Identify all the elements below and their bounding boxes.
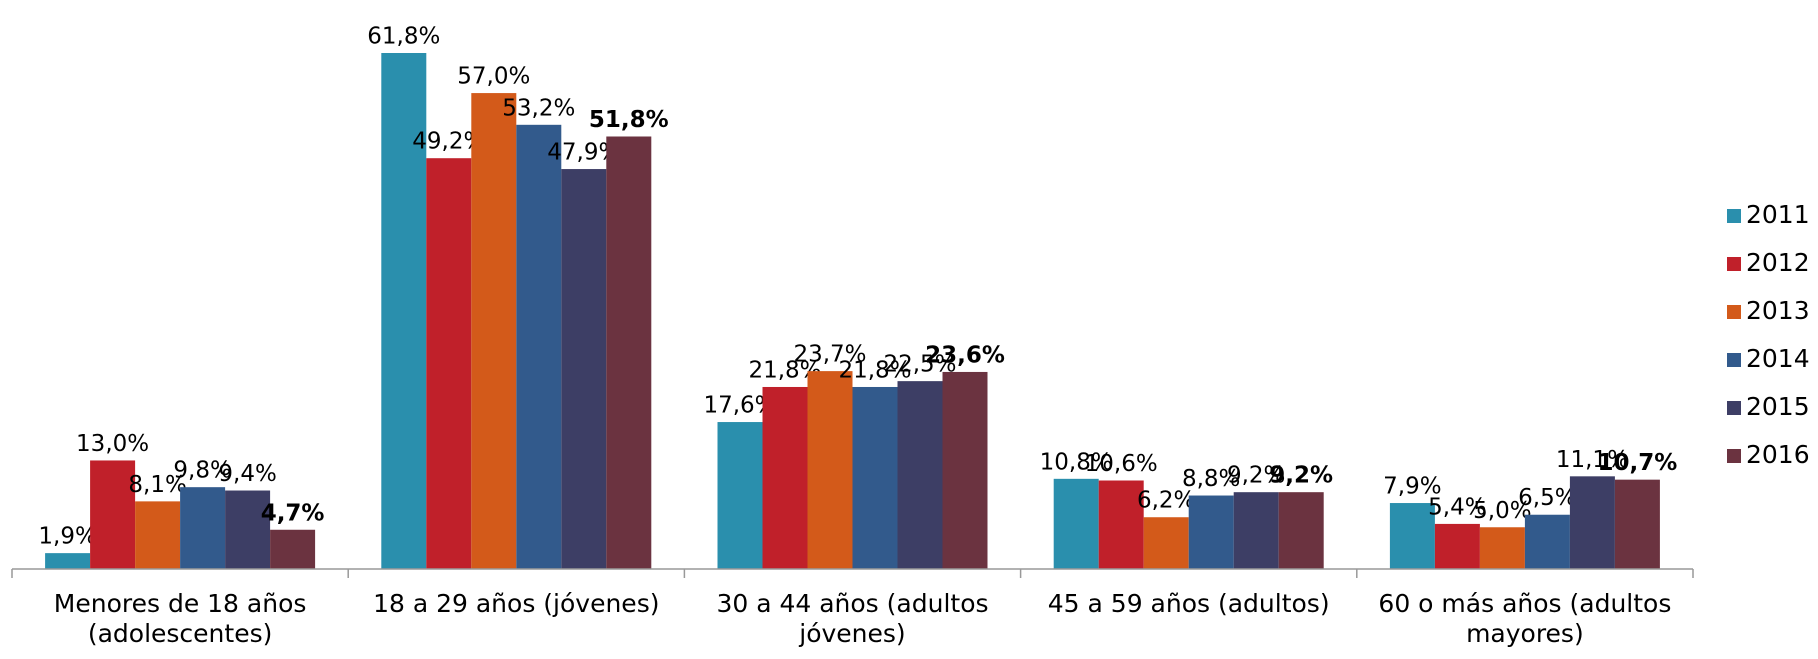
bar xyxy=(225,490,271,569)
legend-swatch xyxy=(1727,257,1741,271)
bar xyxy=(1188,495,1234,569)
bar xyxy=(516,124,562,570)
data-label: 23,7% xyxy=(793,342,866,368)
bar xyxy=(606,136,652,569)
x-tick-label: Menores de 18 años (adolescentes) xyxy=(53,589,307,648)
legend-swatch xyxy=(1727,449,1741,463)
x-tick-label: 45 a 59 años (adultos) xyxy=(1047,589,1330,618)
bar xyxy=(270,529,316,569)
data-label: 1,9% xyxy=(38,524,96,550)
data-label: 5,0% xyxy=(1473,498,1531,524)
data-label: 23,6% xyxy=(925,342,1005,368)
legend-label: 2014 xyxy=(1746,344,1810,373)
data-label: 9,4% xyxy=(218,461,276,487)
legend-swatch xyxy=(1727,401,1741,415)
x-tick-label: 30 a 44 años (adultos jóvenes) xyxy=(716,589,989,648)
data-label: 6,2% xyxy=(1137,488,1195,514)
bar xyxy=(1479,527,1525,569)
bar xyxy=(1143,517,1189,569)
data-label: 53,2% xyxy=(502,95,575,121)
legend-label: 2016 xyxy=(1746,440,1810,469)
data-label: 9,8% xyxy=(173,458,231,484)
bar xyxy=(897,381,943,569)
bar xyxy=(426,158,472,569)
data-label: 13,0% xyxy=(76,431,149,457)
bar xyxy=(1524,514,1570,569)
bar xyxy=(135,501,181,569)
legend-label: 2012 xyxy=(1746,248,1810,277)
x-tick-label: 18 a 29 años (jóvenes) xyxy=(373,589,660,618)
bar xyxy=(1434,523,1480,569)
data-label: 57,0% xyxy=(457,64,530,90)
bar xyxy=(90,460,136,569)
data-label: 10,6% xyxy=(1085,451,1158,477)
data-label: 11,1% xyxy=(1556,447,1629,473)
data-label: 21,8% xyxy=(838,357,911,383)
bar xyxy=(762,386,808,569)
data-label: 6,5% xyxy=(1518,485,1576,511)
data-label: 10,7% xyxy=(1598,450,1678,476)
bar xyxy=(942,371,988,569)
data-label: 4,7% xyxy=(261,500,325,526)
data-label: 9,2% xyxy=(1269,463,1333,489)
data-label: 7,9% xyxy=(1383,474,1441,500)
bar xyxy=(1389,503,1435,569)
data-label: 8,1% xyxy=(128,472,186,498)
bar xyxy=(1569,476,1615,569)
data-label: 51,8% xyxy=(589,107,669,133)
legend-label: 2015 xyxy=(1746,392,1810,421)
bar xyxy=(1233,492,1279,569)
data-label: 9,2% xyxy=(1227,463,1285,489)
bar xyxy=(381,53,427,569)
bar xyxy=(45,553,91,569)
data-label: 10,8% xyxy=(1040,449,1113,475)
x-tick-label: 60 o más años (adultos mayores) xyxy=(1378,589,1672,648)
bar xyxy=(471,93,517,569)
data-label: 61,8% xyxy=(367,24,440,50)
bar xyxy=(717,422,763,569)
bar xyxy=(1098,480,1144,569)
legend-label: 2013 xyxy=(1746,296,1810,325)
bar xyxy=(180,487,226,569)
legend-swatch xyxy=(1727,209,1741,223)
bar xyxy=(1614,479,1660,569)
data-label: 8,8% xyxy=(1182,466,1240,492)
bar xyxy=(561,169,607,569)
bar xyxy=(1053,478,1099,569)
bar xyxy=(1278,492,1324,569)
legend-swatch xyxy=(1727,305,1741,319)
bar xyxy=(807,371,853,569)
legend-swatch xyxy=(1727,353,1741,367)
bar xyxy=(852,386,898,569)
legend-label: 2011 xyxy=(1746,200,1810,229)
data-label: 5,4% xyxy=(1428,494,1486,520)
